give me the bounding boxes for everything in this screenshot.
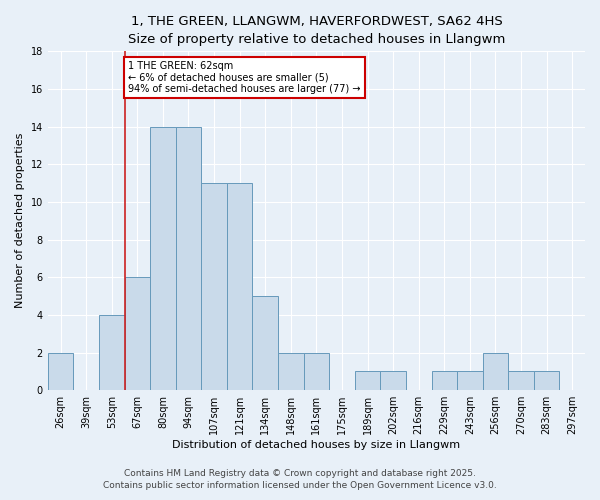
Bar <box>99 315 125 390</box>
Bar <box>431 372 457 390</box>
Bar <box>253 296 278 390</box>
Bar <box>482 352 508 390</box>
Bar <box>125 277 150 390</box>
Title: 1, THE GREEN, LLANGWM, HAVERFORDWEST, SA62 4HS
Size of property relative to deta: 1, THE GREEN, LLANGWM, HAVERFORDWEST, SA… <box>128 15 505 46</box>
Bar <box>457 372 482 390</box>
Bar <box>176 126 201 390</box>
Bar <box>278 352 304 390</box>
Bar <box>227 183 253 390</box>
X-axis label: Distribution of detached houses by size in Llangwm: Distribution of detached houses by size … <box>172 440 460 450</box>
Text: Contains HM Land Registry data © Crown copyright and database right 2025.
Contai: Contains HM Land Registry data © Crown c… <box>103 468 497 490</box>
Bar <box>380 372 406 390</box>
Bar <box>534 372 559 390</box>
Bar <box>48 352 73 390</box>
Bar <box>304 352 329 390</box>
Bar <box>508 372 534 390</box>
Text: 1 THE GREEN: 62sqm
← 6% of detached houses are smaller (5)
94% of semi-detached : 1 THE GREEN: 62sqm ← 6% of detached hous… <box>128 60 361 94</box>
Bar <box>150 126 176 390</box>
Y-axis label: Number of detached properties: Number of detached properties <box>15 133 25 308</box>
Bar <box>201 183 227 390</box>
Bar <box>355 372 380 390</box>
